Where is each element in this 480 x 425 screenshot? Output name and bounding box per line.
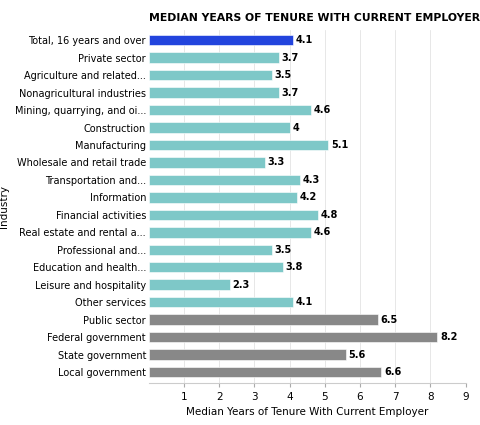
Bar: [149, 210, 318, 220]
Text: 5.1: 5.1: [331, 140, 348, 150]
Text: 3.7: 3.7: [282, 53, 299, 63]
Bar: [149, 140, 328, 150]
Text: 3.5: 3.5: [275, 245, 292, 255]
Text: MEDIAN YEARS OF TENURE WITH CURRENT EMPLOYER BY INDUSTRY: MEDIAN YEARS OF TENURE WITH CURRENT EMPL…: [149, 14, 480, 23]
Text: 4.3: 4.3: [303, 175, 320, 185]
Text: 4.1: 4.1: [296, 35, 313, 45]
Bar: [149, 70, 272, 80]
Text: 4.6: 4.6: [313, 105, 331, 115]
Bar: [149, 122, 289, 133]
Text: 4.6: 4.6: [313, 227, 331, 237]
Text: 6.5: 6.5: [381, 314, 397, 325]
Bar: [149, 367, 381, 377]
Bar: [149, 349, 346, 360]
Bar: [149, 332, 437, 342]
Text: 4.2: 4.2: [300, 193, 317, 202]
Text: 3.7: 3.7: [282, 88, 299, 98]
Bar: [149, 105, 311, 115]
Bar: [149, 88, 279, 98]
Bar: [149, 244, 272, 255]
Bar: [149, 192, 297, 203]
Text: 3.8: 3.8: [286, 262, 303, 272]
Bar: [149, 297, 293, 307]
Text: 4.8: 4.8: [321, 210, 338, 220]
Bar: [149, 280, 230, 290]
Text: 3.3: 3.3: [268, 158, 285, 167]
Text: 6.6: 6.6: [384, 367, 401, 377]
Text: 2.3: 2.3: [233, 280, 250, 290]
Bar: [149, 52, 279, 63]
Bar: [149, 157, 265, 168]
Bar: [149, 35, 293, 45]
Text: 4.1: 4.1: [296, 297, 313, 307]
Bar: [149, 262, 283, 272]
Text: 4: 4: [292, 122, 299, 133]
Bar: [149, 314, 378, 325]
Y-axis label: Industry: Industry: [0, 184, 9, 228]
Bar: [149, 227, 311, 238]
Text: 5.6: 5.6: [349, 349, 366, 360]
Text: 8.2: 8.2: [440, 332, 457, 342]
Text: 3.5: 3.5: [275, 70, 292, 80]
X-axis label: Median Years of Tenure With Current Employer: Median Years of Tenure With Current Empl…: [186, 407, 428, 417]
Bar: [149, 175, 300, 185]
